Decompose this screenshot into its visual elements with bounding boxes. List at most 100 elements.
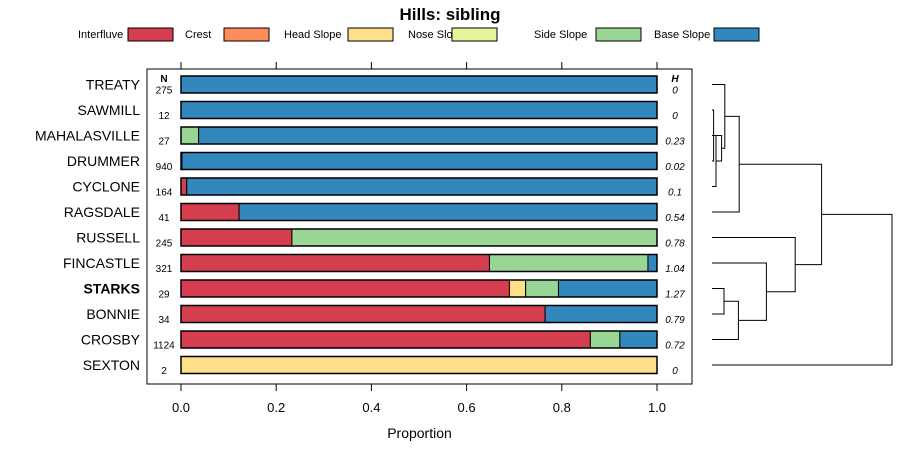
category-label: CYCLONE — [72, 179, 140, 195]
dendrogram-link — [712, 288, 725, 315]
bar-outline — [180, 279, 658, 298]
legend-swatch-side-slope — [595, 27, 642, 42]
n-value: 41 — [158, 213, 170, 224]
n-value: 27 — [158, 137, 170, 148]
n-column-header: N — [160, 74, 167, 85]
n-value: 29 — [158, 290, 170, 301]
legend-swatch-interfluve — [127, 27, 174, 42]
bar-segment-interfluve — [180, 228, 293, 247]
legend-swatch-head-slope — [347, 27, 394, 42]
bar-outline — [180, 202, 658, 222]
n-value: 164 — [156, 188, 173, 199]
legend-label-head-slope: Head Slope — [284, 29, 342, 41]
legend-label-interfluve: Interfluve — [78, 29, 123, 41]
category-label: DRUMMER — [67, 153, 140, 169]
x-tick-label: 0.4 — [362, 400, 380, 415]
row-treaty: TREATY 275 0 — [86, 75, 678, 97]
category-label: CROSBY — [81, 332, 141, 348]
h-value: 0 — [672, 86, 678, 97]
top-axis-ticks — [180, 62, 658, 69]
row-sexton: SEXTON 2 0 — [83, 355, 678, 377]
bar-segment-interfluve — [180, 254, 490, 272]
n-value: 1124 — [153, 341, 175, 352]
legend-label-nose-slope: Nose Slope — [408, 29, 465, 41]
h-value: 1.04 — [665, 264, 685, 275]
bar-segment-interfluve — [180, 305, 546, 323]
row-drummer: DRUMMER 940 0.02 — [67, 151, 685, 173]
h-value: 0.78 — [665, 239, 685, 250]
legend-label-side-slope: Side Slope — [534, 29, 587, 41]
bar-segment-interfluve — [180, 203, 240, 221]
chart-title: Hills: sibling — [399, 5, 500, 24]
x-tick-label: 0.2 — [267, 400, 285, 415]
category-label: FINCASTLE — [63, 255, 140, 271]
h-value: 0 — [672, 111, 678, 122]
n-value: 321 — [156, 264, 173, 275]
row-ragsdale: RAGSDALE 41 0.54 — [64, 202, 685, 224]
x-tick-label: 0.8 — [553, 400, 571, 415]
n-value: 245 — [156, 239, 173, 250]
bar-outline — [180, 151, 658, 171]
x-tick-label: 1.0 — [648, 400, 666, 415]
bar-segment-base-slope — [180, 75, 658, 94]
bar-segment-interfluve — [180, 279, 510, 298]
dendrogram-link — [712, 262, 767, 321]
legend-swatch-base-slope — [713, 27, 760, 42]
dendrogram-link — [739, 163, 823, 266]
bar-segment-base-slope — [238, 203, 658, 221]
category-label: MAHALASVILLE — [35, 128, 140, 144]
row-starks: STARKS 29 1.27 — [83, 279, 685, 301]
category-label: SAWMILL — [78, 102, 141, 118]
bar-segment-head-slope — [508, 279, 527, 298]
x-axis: 0.0 0.2 0.4 0.6 0.8 1.0 — [172, 384, 666, 415]
bar-outline — [180, 75, 658, 94]
category-label: RAGSDALE — [64, 204, 140, 220]
row-crosby: CROSBY 1124 0.72 — [81, 330, 685, 352]
x-tick-label: 0.6 — [458, 400, 476, 415]
h-column-header: H — [671, 74, 679, 85]
n-value: 275 — [156, 86, 173, 97]
bar-segment-interfluve — [180, 330, 591, 349]
bar-segment-base-slope — [619, 330, 658, 349]
bar-segment-base-slope — [180, 101, 658, 119]
bar-segment-base-slope — [557, 279, 658, 298]
category-label: RUSSELL — [76, 230, 140, 246]
row-mahalasville: MAHALASVILLE 27 0.23 — [35, 126, 685, 148]
bar-segment-base-slope — [544, 305, 658, 323]
row-russell: RUSSELL 245 0.78 — [76, 228, 685, 250]
category-label: BONNIE — [86, 306, 140, 322]
bar-segment-base-slope — [198, 126, 658, 145]
n-value: 12 — [158, 111, 170, 122]
bar-segment-head-slope — [180, 356, 658, 374]
row-sawmill: SAWMILL 12 0 — [78, 100, 678, 122]
bar-outline — [180, 330, 658, 349]
bar-segment-side-slope — [525, 279, 559, 298]
bar-segment-base-slope — [647, 254, 658, 272]
n-value: 2 — [161, 366, 167, 377]
bar-outline — [180, 228, 658, 247]
plot-frame — [146, 68, 693, 385]
bar-outline — [180, 100, 658, 120]
category-label: TREATY — [86, 77, 141, 93]
category-label: SEXTON — [83, 357, 140, 373]
row-cyclone: CYCLONE 164 0.1 — [72, 177, 682, 199]
bar-outline — [180, 355, 658, 375]
bar-segment-side-slope — [180, 126, 200, 145]
bar-outline — [180, 126, 658, 145]
legend-swatch-nose-slope — [451, 27, 498, 42]
bar-segment-base-slope — [186, 177, 658, 196]
bar-segment-side-slope — [589, 330, 621, 349]
row-bonnie: BONNIE 34 0.79 — [86, 304, 685, 326]
legend-label-crest: Crest — [185, 29, 211, 41]
x-tick-label: 0.0 — [172, 400, 190, 415]
h-value: 0.54 — [665, 213, 685, 224]
bar-outline — [180, 177, 658, 196]
bar-outline — [180, 253, 658, 273]
bar-segment-base-slope — [181, 152, 658, 170]
x-axis-title: Proportion — [387, 425, 452, 441]
h-value: 0.79 — [665, 315, 685, 326]
h-value: 0.02 — [665, 162, 685, 173]
h-value: 1.27 — [665, 290, 685, 301]
row-fincastle: FINCASTLE 321 1.04 — [63, 253, 685, 275]
